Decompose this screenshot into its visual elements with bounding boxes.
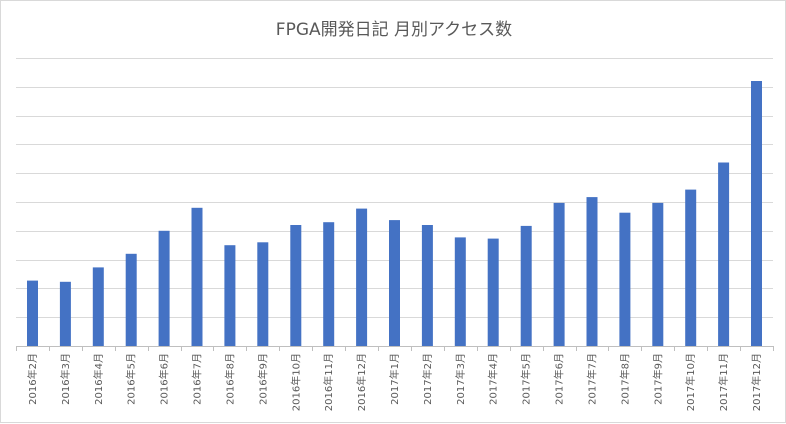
x-tick-label: 2016年7月 <box>191 353 204 405</box>
x-tick-label: 2017年10月 <box>684 353 697 411</box>
x-tick-label: 2017年2月 <box>421 353 434 405</box>
x-tick-label: 2016年2月 <box>26 353 39 405</box>
bar <box>751 81 762 346</box>
x-tick-label: 2016年3月 <box>59 353 72 405</box>
x-tick-label: 2017年4月 <box>487 353 500 405</box>
chart-title: FPGA開発日記 月別アクセス数 <box>275 20 513 40</box>
x-tick-label: 2016年8月 <box>223 353 236 405</box>
bar <box>191 207 203 346</box>
x-tick-label: 2016年10月 <box>289 353 302 411</box>
bar <box>356 208 368 346</box>
bar <box>586 197 598 346</box>
bar <box>59 281 71 346</box>
bar <box>389 220 400 346</box>
x-tick-label: 2017年1月 <box>388 353 401 405</box>
bar <box>27 280 38 346</box>
x-tick-labels: 2016年2月 2016年3月 2016年4月 2016年5月 2016年6月 2016年… <box>26 353 763 411</box>
x-tick-label: 2017年9月 <box>651 353 664 405</box>
bar <box>257 242 269 346</box>
bar <box>92 267 104 346</box>
x-tick-label: 2017年5月 <box>520 353 533 405</box>
x-tick-label: 2017年3月 <box>454 353 467 405</box>
bar <box>652 202 664 346</box>
bar <box>454 237 466 346</box>
bar <box>158 230 170 346</box>
bar <box>421 225 433 346</box>
bar <box>520 225 532 346</box>
bar <box>487 238 499 346</box>
x-tick-label: 2016年6月 <box>158 353 171 405</box>
x-tick-label: 2016年9月 <box>256 353 269 405</box>
bar <box>619 212 631 346</box>
bar <box>718 162 730 346</box>
x-axis <box>16 346 774 351</box>
x-tick-label: 2017年11月 <box>717 353 730 411</box>
bar <box>685 189 697 346</box>
bar <box>224 245 236 346</box>
bar <box>323 222 335 346</box>
x-tick-label: 2016年5月 <box>125 353 138 405</box>
x-tick-label: 2017年8月 <box>618 353 631 405</box>
x-tick-label: 2017年6月 <box>553 353 566 405</box>
bar <box>290 225 302 346</box>
x-tick-label: 2017年7月 <box>586 353 599 405</box>
x-tick-label: 2017年12月 <box>750 353 763 411</box>
x-tick-label: 2016年12月 <box>355 353 368 411</box>
x-tick-label: 2016年11月 <box>322 353 335 411</box>
bar <box>125 253 137 346</box>
bar <box>553 202 565 346</box>
x-tick-label: 2016年4月 <box>92 353 105 405</box>
bar-series <box>27 81 762 346</box>
